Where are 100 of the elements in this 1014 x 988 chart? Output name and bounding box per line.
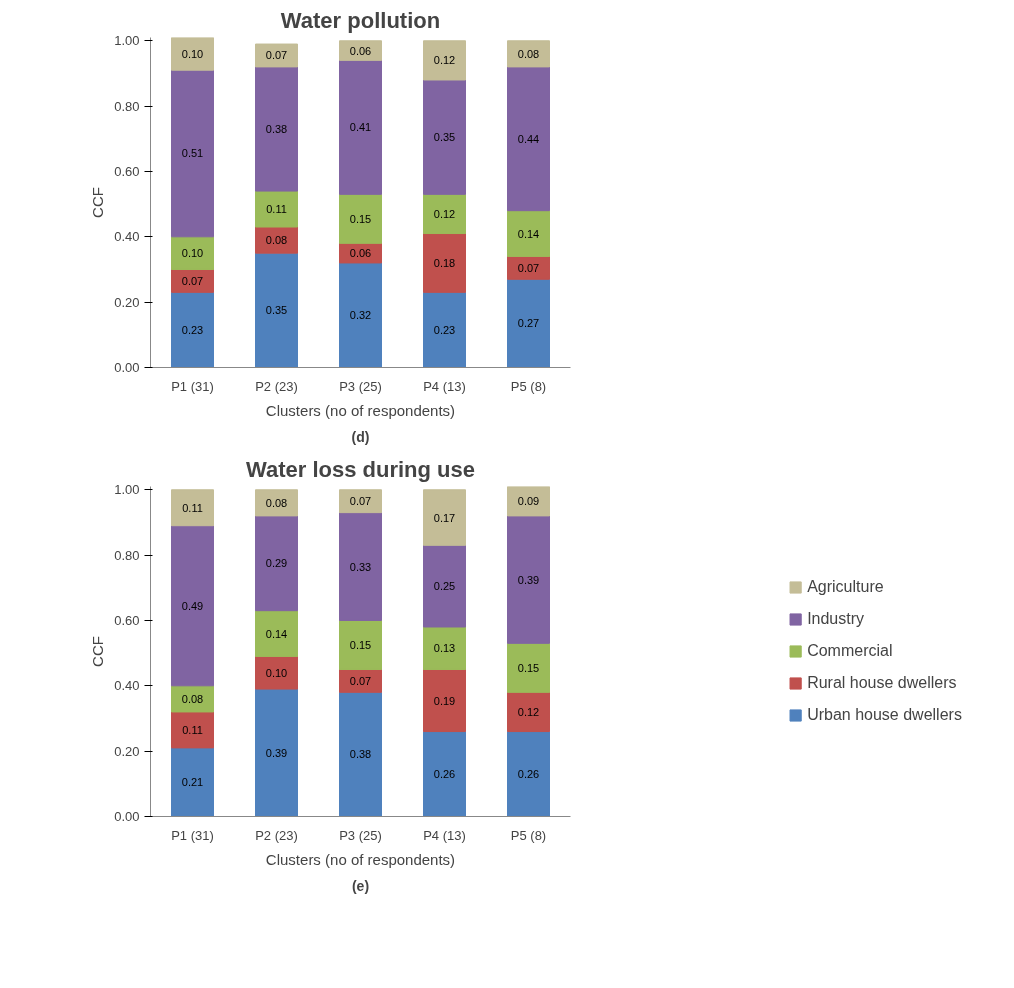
bar — [255, 655, 298, 690]
bar — [423, 233, 466, 293]
text: (e) — [351, 877, 370, 894]
data-label: 0.11 — [182, 723, 203, 736]
data-label: 0.12 — [433, 207, 456, 220]
data-label: 0.07 — [349, 674, 372, 687]
data-label: 0.26 — [517, 768, 540, 781]
y-tick-label: 0.40 — [114, 229, 140, 245]
data-label: 0.08 — [265, 234, 288, 247]
x-tick-label: P5 (8) — [510, 378, 547, 394]
bar — [339, 512, 382, 621]
bar — [255, 190, 298, 228]
data-label: 0.11 — [266, 203, 287, 216]
x-tick-label: P1 (31) — [171, 378, 214, 394]
legend-label: Industry — [807, 610, 865, 628]
bar — [423, 544, 466, 628]
data-label: 0.14 — [517, 227, 540, 240]
bar — [339, 691, 382, 817]
data-label: 0.17 — [433, 511, 456, 524]
bar — [171, 291, 214, 368]
data-label: 0.25 — [433, 580, 456, 593]
bar — [171, 711, 214, 749]
data-label: 0.32 — [349, 309, 372, 322]
data-label: 0.23 — [433, 323, 456, 336]
x-tick-label: P3 (25) — [339, 378, 382, 394]
data-label: 0.15 — [349, 212, 372, 225]
bar — [423, 40, 466, 81]
bar — [339, 193, 382, 244]
data-label: 0.29 — [265, 557, 288, 570]
data-label: 0.38 — [349, 748, 372, 761]
x-tick-label: P2 (23) — [255, 378, 298, 394]
data-label: 0.33 — [349, 560, 372, 573]
data-label: 0.10 — [181, 247, 204, 260]
y-tick-label: 1.00 — [114, 482, 140, 498]
x-tick-label: P4 (13) — [423, 378, 466, 394]
data-label: 0.06 — [349, 44, 372, 57]
data-label: 0.13 — [433, 642, 456, 655]
data-label: 0.07 — [181, 274, 204, 287]
bar — [507, 278, 550, 368]
data-label: 0.35 — [265, 304, 288, 317]
x-tick-label: P3 (25) — [339, 827, 382, 843]
data-label: 0.15 — [349, 638, 372, 651]
chart-title: Water loss during use — [246, 456, 476, 482]
y-tick-label: 0.20 — [114, 743, 140, 759]
y-tick-label: 0.40 — [114, 678, 140, 694]
data-label: 0.39 — [265, 746, 288, 759]
data-label: 0.07 — [517, 261, 540, 274]
bar — [171, 236, 214, 270]
legend-label: Rural house dwellers — [807, 674, 957, 692]
bar — [507, 210, 550, 257]
data-label: 0.11 — [182, 501, 203, 514]
data-label: 0.49 — [181, 599, 204, 612]
y-axis-title: CCF — [89, 636, 107, 667]
bar — [507, 66, 550, 212]
data-label: 0.07 — [349, 495, 372, 508]
y-tick-label: 0.00 — [114, 360, 140, 375]
bar — [507, 515, 550, 644]
y-tick-label: 0.80 — [114, 547, 140, 563]
legend-label: Urban house dwellers — [807, 706, 962, 724]
bar — [423, 291, 466, 368]
data-label: 0.27 — [517, 317, 540, 330]
legend-label: Commercial — [807, 642, 893, 660]
bar — [171, 37, 214, 71]
bar — [255, 515, 298, 612]
y-tick-label: 1.00 — [114, 33, 140, 49]
bar — [423, 731, 466, 817]
data-label: 0.08 — [517, 47, 540, 60]
data-label: 0.08 — [181, 692, 204, 705]
bar — [423, 79, 466, 195]
data-label: 0.35 — [433, 131, 456, 144]
data-label: 0.51 — [181, 147, 204, 160]
data-label: 0.10 — [265, 666, 288, 679]
y-tick-label: 0.20 — [114, 294, 140, 310]
bar — [507, 486, 550, 517]
bar — [507, 642, 550, 693]
data-label: 0.19 — [433, 694, 456, 707]
bar — [255, 489, 298, 517]
data-label: 0.21 — [181, 776, 204, 789]
bar — [507, 691, 550, 733]
legend-label: Agriculture — [807, 578, 884, 596]
data-label: 0.06 — [349, 247, 372, 260]
data-label: 0.41 — [349, 121, 372, 134]
bar — [171, 489, 214, 527]
x-tick-label: P2 (23) — [255, 827, 298, 843]
text: (d) — [351, 428, 370, 445]
bar — [423, 626, 466, 670]
data-label: 0.18 — [433, 256, 456, 269]
data-label: 0.12 — [517, 705, 540, 718]
data-label: 0.23 — [181, 323, 204, 336]
data-label: 0.44 — [517, 132, 540, 145]
bar — [171, 525, 214, 687]
bar — [339, 59, 382, 195]
data-label: 0.26 — [433, 768, 456, 781]
bar — [171, 747, 214, 817]
x-axis-title: Clusters (no of respondents) — [265, 401, 456, 419]
bar — [423, 489, 466, 546]
bar — [339, 619, 382, 670]
bar — [255, 43, 298, 68]
y-tick-label: 0.00 — [114, 809, 140, 824]
bar — [507, 731, 550, 817]
